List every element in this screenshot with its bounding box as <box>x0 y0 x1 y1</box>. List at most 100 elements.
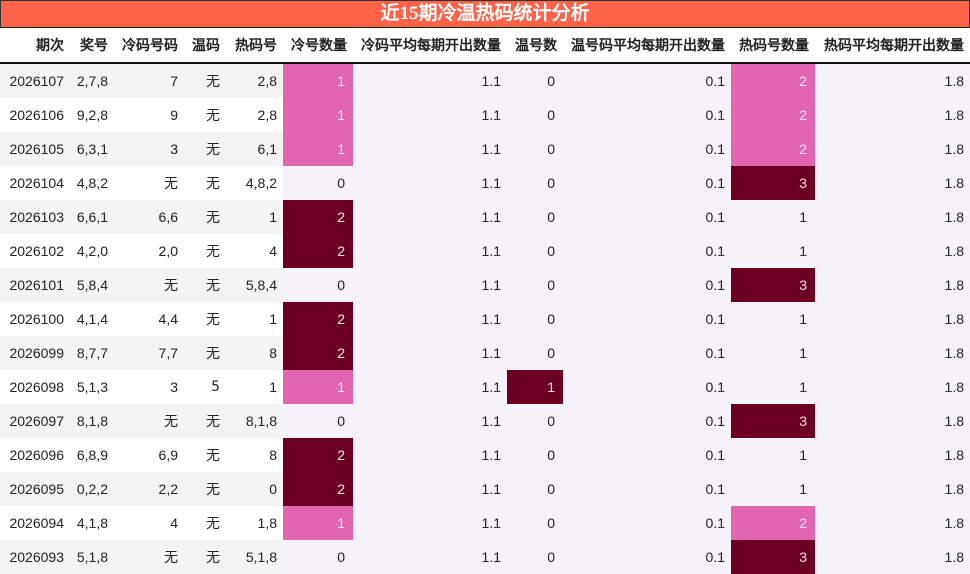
warm-count-cell: 0 <box>507 336 563 370</box>
warm-numbers-cell: 无 <box>184 506 226 540</box>
warm-count-cell: 0 <box>507 132 563 166</box>
col-header-period[interactable]: 期次 <box>0 28 70 64</box>
draw-cell: 5,1,3 <box>70 370 114 404</box>
hot-count-cell: 1 <box>731 200 815 234</box>
hot-avg-cell: 1.8 <box>815 404 970 438</box>
hot-numbers-cell: 1 <box>226 370 283 404</box>
warm-avg-cell: 0.1 <box>563 200 731 234</box>
period-cell: 2026106 <box>0 98 70 132</box>
hot-numbers-cell: 1 <box>226 200 283 234</box>
col-header-hot-count[interactable]: 热码号数量 <box>731 28 815 64</box>
warm-count-cell: 0 <box>507 472 563 506</box>
draw-cell: 6,3,1 <box>70 132 114 166</box>
draw-cell: 4,1,8 <box>70 506 114 540</box>
table-row: 2026101 5,8,4 无无 5,8,4 0 1.1 0 0.1 3 1.8 <box>0 268 970 302</box>
table-row: 2026099 8,7,7 7,7 无 8 2 1.1 0 0.1 1 1.8 <box>0 336 970 370</box>
cold-avg-cell: 1.1 <box>353 506 507 540</box>
warm-avg-cell: 0.1 <box>563 540 731 574</box>
warm-numbers-cell: 无 <box>184 234 226 268</box>
cold-numbers-cell: 6,9 <box>114 438 184 472</box>
hot-count-cell: 1 <box>731 472 815 506</box>
cold-warm-hot-stats-table: 期次 奖号 冷码号码 温码 热码号 冷号数量 冷码平均每期开出数量 温号数 温号… <box>0 28 970 574</box>
col-header-warm-numbers[interactable]: 温码 <box>184 28 226 64</box>
cold-avg-cell: 1.1 <box>353 404 507 438</box>
table-row: 2026102 4,2,0 2,0 无 4 2 1.1 0 0.1 1 1.8 <box>0 234 970 268</box>
cold-avg-cell: 1.1 <box>353 132 507 166</box>
warm-numbers-cell: 5 <box>184 370 226 404</box>
cold-numbers-cell: 4 <box>114 506 184 540</box>
hot-count-cell: 3 <box>731 540 815 574</box>
warm-avg-cell: 0.1 <box>563 506 731 540</box>
hot-avg-cell: 1.8 <box>815 540 970 574</box>
warm-count-cell: 0 <box>507 200 563 234</box>
hot-avg-cell: 1.8 <box>815 234 970 268</box>
col-header-hot-avg[interactable]: 热码平均每期开出数量 <box>815 28 970 64</box>
cold-numbers-cell: 7,7 <box>114 336 184 370</box>
warm-count-cell: 0 <box>507 63 563 98</box>
warm-avg-cell: 0.1 <box>563 98 731 132</box>
hot-numbers-cell: 5,8,4 <box>226 268 283 302</box>
warm-numbers-cell: 无 <box>184 98 226 132</box>
draw-cell: 8,7,7 <box>70 336 114 370</box>
cold-count-cell: 1 <box>283 132 353 166</box>
warm-avg-cell: 0.1 <box>563 404 731 438</box>
draw-cell: 0,2,2 <box>70 472 114 506</box>
warm-numbers-cell: 无 <box>184 268 226 302</box>
hot-numbers-cell: 8 <box>226 438 283 472</box>
cold-numbers-cell: 2,2 <box>114 472 184 506</box>
hot-avg-cell: 1.8 <box>815 200 970 234</box>
cold-numbers-cell: 4,4 <box>114 302 184 336</box>
cold-numbers-cell: 3 <box>114 132 184 166</box>
col-header-warm-avg[interactable]: 温号码平均每期开出数量 <box>563 28 731 64</box>
hot-numbers-cell: 4,8,2 <box>226 166 283 200</box>
hot-avg-cell: 1.8 <box>815 336 970 370</box>
draw-cell: 2,7,8 <box>70 63 114 98</box>
header-row: 期次 奖号 冷码号码 温码 热码号 冷号数量 冷码平均每期开出数量 温号数 温号… <box>0 28 970 64</box>
hot-count-cell: 2 <box>731 98 815 132</box>
warm-count-cell: 0 <box>507 302 563 336</box>
table-title: 近15期冷温热码统计分析 <box>0 0 970 28</box>
hot-numbers-cell: 2,8 <box>226 63 283 98</box>
hot-avg-cell: 1.8 <box>815 98 970 132</box>
hot-avg-cell: 1.8 <box>815 438 970 472</box>
cold-count-cell: 0 <box>283 404 353 438</box>
cold-count-cell: 2 <box>283 234 353 268</box>
hot-avg-cell: 1.8 <box>815 370 970 404</box>
period-cell: 2026100 <box>0 302 70 336</box>
warm-numbers-cell: 无 <box>184 540 226 574</box>
cold-avg-cell: 1.1 <box>353 234 507 268</box>
hot-avg-cell: 1.8 <box>815 63 970 98</box>
cold-count-cell: 1 <box>283 370 353 404</box>
hot-numbers-cell: 6,1 <box>226 132 283 166</box>
warm-avg-cell: 0.1 <box>563 370 731 404</box>
period-cell: 2026095 <box>0 472 70 506</box>
warm-avg-cell: 0.1 <box>563 234 731 268</box>
cold-avg-cell: 1.1 <box>353 63 507 98</box>
hot-numbers-cell: 0 <box>226 472 283 506</box>
cold-count-cell: 2 <box>283 302 353 336</box>
table-row: 2026100 4,1,4 4,4 无 1 2 1.1 0 0.1 1 1.8 <box>0 302 970 336</box>
col-header-cold-avg[interactable]: 冷码平均每期开出数量 <box>353 28 507 64</box>
col-header-cold-numbers[interactable]: 冷码号码 <box>114 28 184 64</box>
cold-numbers-cell: 6,6 <box>114 200 184 234</box>
warm-numbers-cell: 无 <box>184 336 226 370</box>
draw-cell: 6,6,1 <box>70 200 114 234</box>
col-header-draw[interactable]: 奖号 <box>70 28 114 64</box>
col-header-hot-numbers[interactable]: 热码号 <box>226 28 283 64</box>
hot-avg-cell: 1.8 <box>815 472 970 506</box>
table-row: 2026105 6,3,1 3 无 6,1 1 1.1 0 0.1 2 1.8 <box>0 132 970 166</box>
col-header-cold-count[interactable]: 冷号数量 <box>283 28 353 64</box>
cold-count-cell: 2 <box>283 200 353 234</box>
cold-numbers-cell: 无 <box>114 540 184 574</box>
hot-numbers-cell: 1 <box>226 302 283 336</box>
hot-count-cell: 1 <box>731 370 815 404</box>
cold-count-cell: 0 <box>283 166 353 200</box>
table-row: 2026097 8,1,8 无无 8,1,8 0 1.1 0 0.1 3 1.8 <box>0 404 970 438</box>
cold-numbers-cell: 无 <box>114 404 184 438</box>
period-cell: 2026096 <box>0 438 70 472</box>
cold-count-cell: 2 <box>283 336 353 370</box>
hot-numbers-cell: 8,1,8 <box>226 404 283 438</box>
period-cell: 2026098 <box>0 370 70 404</box>
col-header-warm-count[interactable]: 温号数 <box>507 28 563 64</box>
period-cell: 2026102 <box>0 234 70 268</box>
